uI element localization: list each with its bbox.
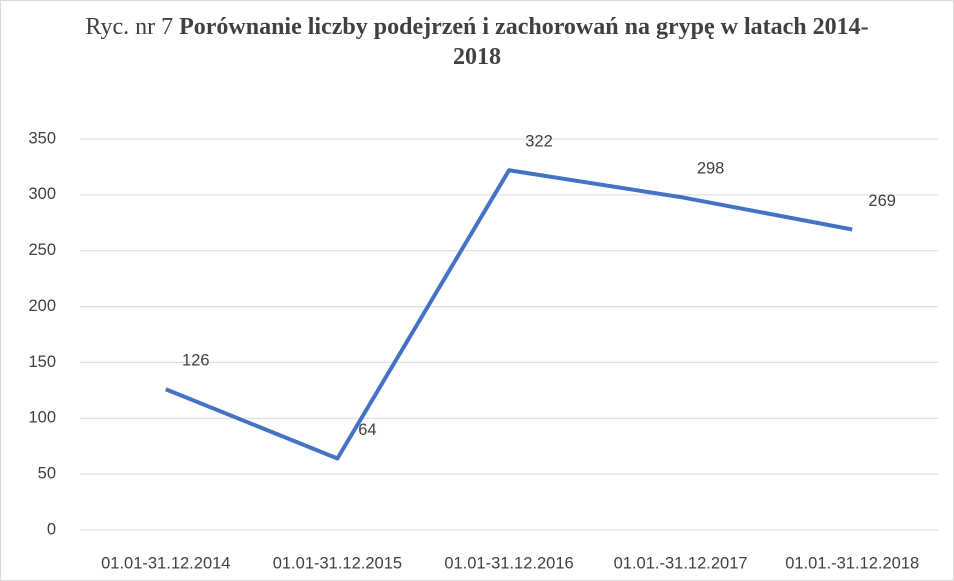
title-prefix: Ryc. nr 7 [85,14,174,40]
y-tick-label: 350 [28,129,56,147]
y-tick-label: 50 [38,465,56,483]
y-tick-label: 0 [47,520,56,538]
x-tick-label: 01.01-31.12.2016 [444,554,573,572]
y-tick-label: 250 [28,241,56,259]
chart-title: Ryc. nr 7 Porównanie liczby podejrzeń i … [80,12,874,72]
data-label: 64 [358,421,376,439]
data-label: 269 [868,192,896,210]
y-tick-label: 300 [28,185,56,203]
x-tick-label: 01.01-31.12.2014 [101,554,230,572]
y-tick-label: 100 [28,409,56,427]
data-label: 298 [697,159,725,177]
data-label: 126 [182,352,210,370]
y-tick-label: 150 [28,353,56,371]
x-tick-label: 01.01.-31.12.2017 [614,554,748,572]
data-label: 322 [525,133,553,151]
line-series [165,168,853,461]
title-text: Porównanie liczby podejrzeń i zachorowań… [179,14,869,70]
x-tick-label: 01.01.-31.12.2018 [785,554,919,572]
y-tick-label: 200 [28,297,56,315]
x-tick-label: 01.01-31.12.2015 [273,554,402,572]
